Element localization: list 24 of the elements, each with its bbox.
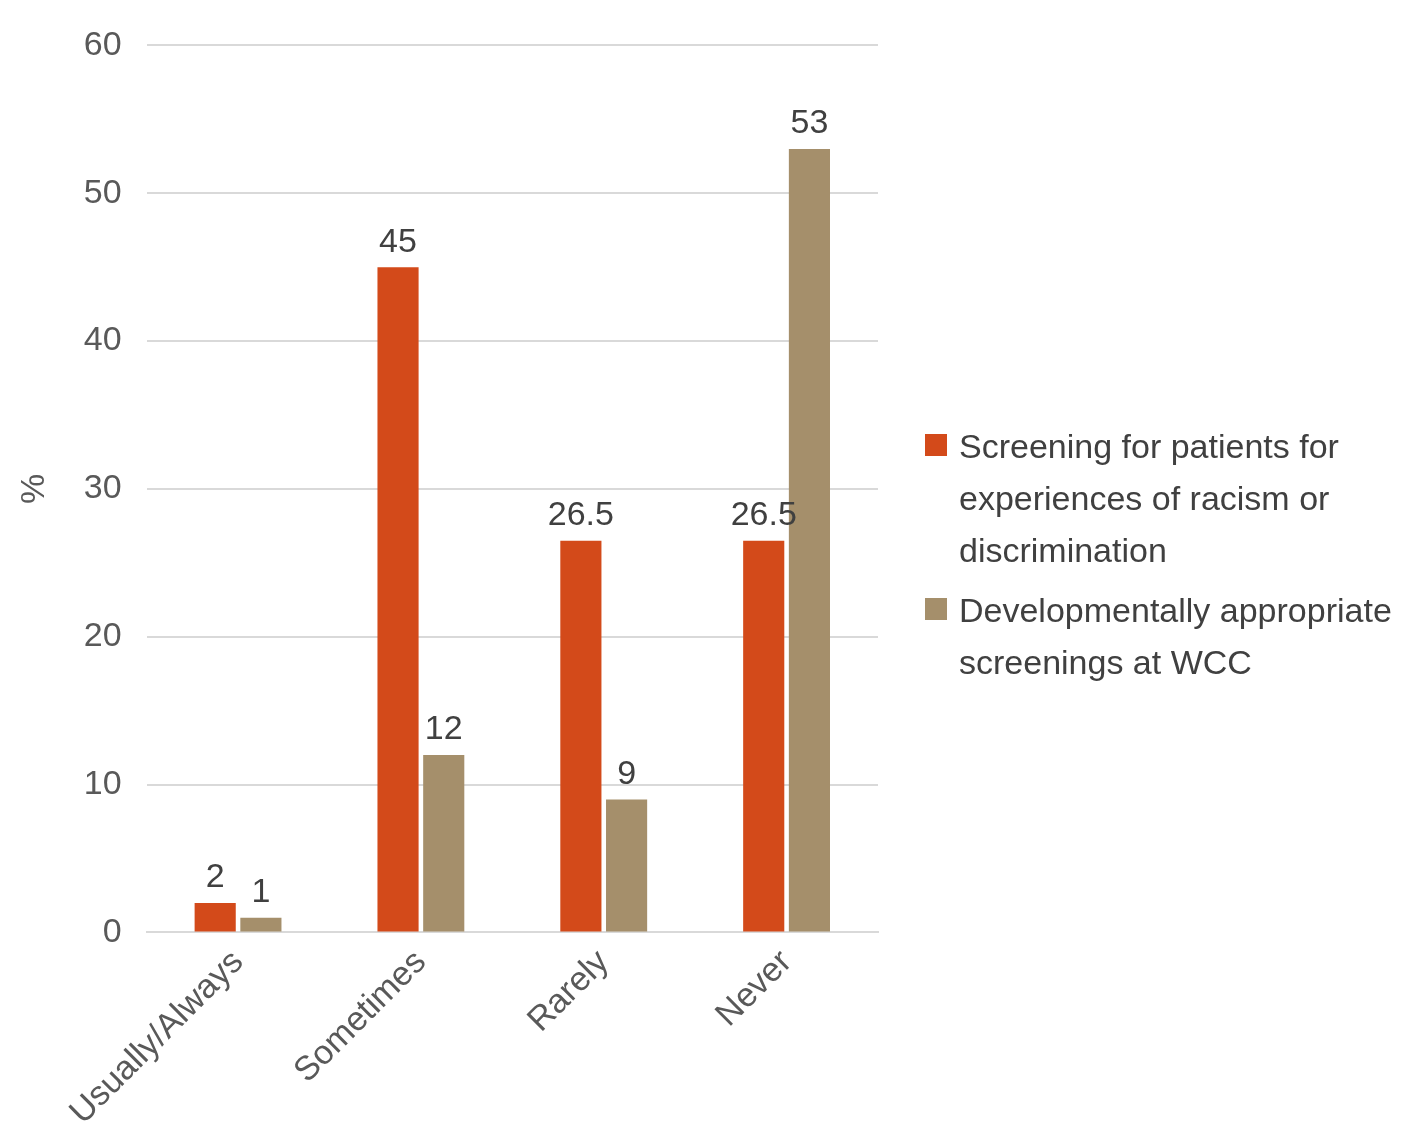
data-label: 53 xyxy=(790,102,829,141)
y-tick-label: 10 xyxy=(83,763,122,802)
bar xyxy=(194,902,236,932)
data-label: 1 xyxy=(251,871,271,910)
data-label: 2 xyxy=(205,856,225,895)
data-label: 9 xyxy=(617,752,637,791)
y-tick-label: 20 xyxy=(83,615,122,654)
bar xyxy=(606,799,648,932)
legend-label: Developmentally appropriate screenings at WCC xyxy=(959,590,1393,683)
y-tick-label: 60 xyxy=(83,23,122,62)
data-label: 12 xyxy=(424,708,463,747)
y-tick-label: 0 xyxy=(102,910,122,949)
bar xyxy=(560,540,602,932)
y-axis-title: % xyxy=(12,473,51,505)
y-tick-label: 30 xyxy=(83,467,122,506)
bar xyxy=(377,267,419,932)
bar xyxy=(240,917,282,932)
bar xyxy=(743,540,785,932)
bar xyxy=(423,755,465,932)
y-tick-label: 50 xyxy=(83,171,122,210)
y-tick-label: 40 xyxy=(83,319,122,358)
data-label: 26.5 xyxy=(547,494,614,533)
legend-label: Screening for patients for experiences of racism or discrimination xyxy=(959,426,1340,571)
data-label: 45 xyxy=(379,220,417,259)
